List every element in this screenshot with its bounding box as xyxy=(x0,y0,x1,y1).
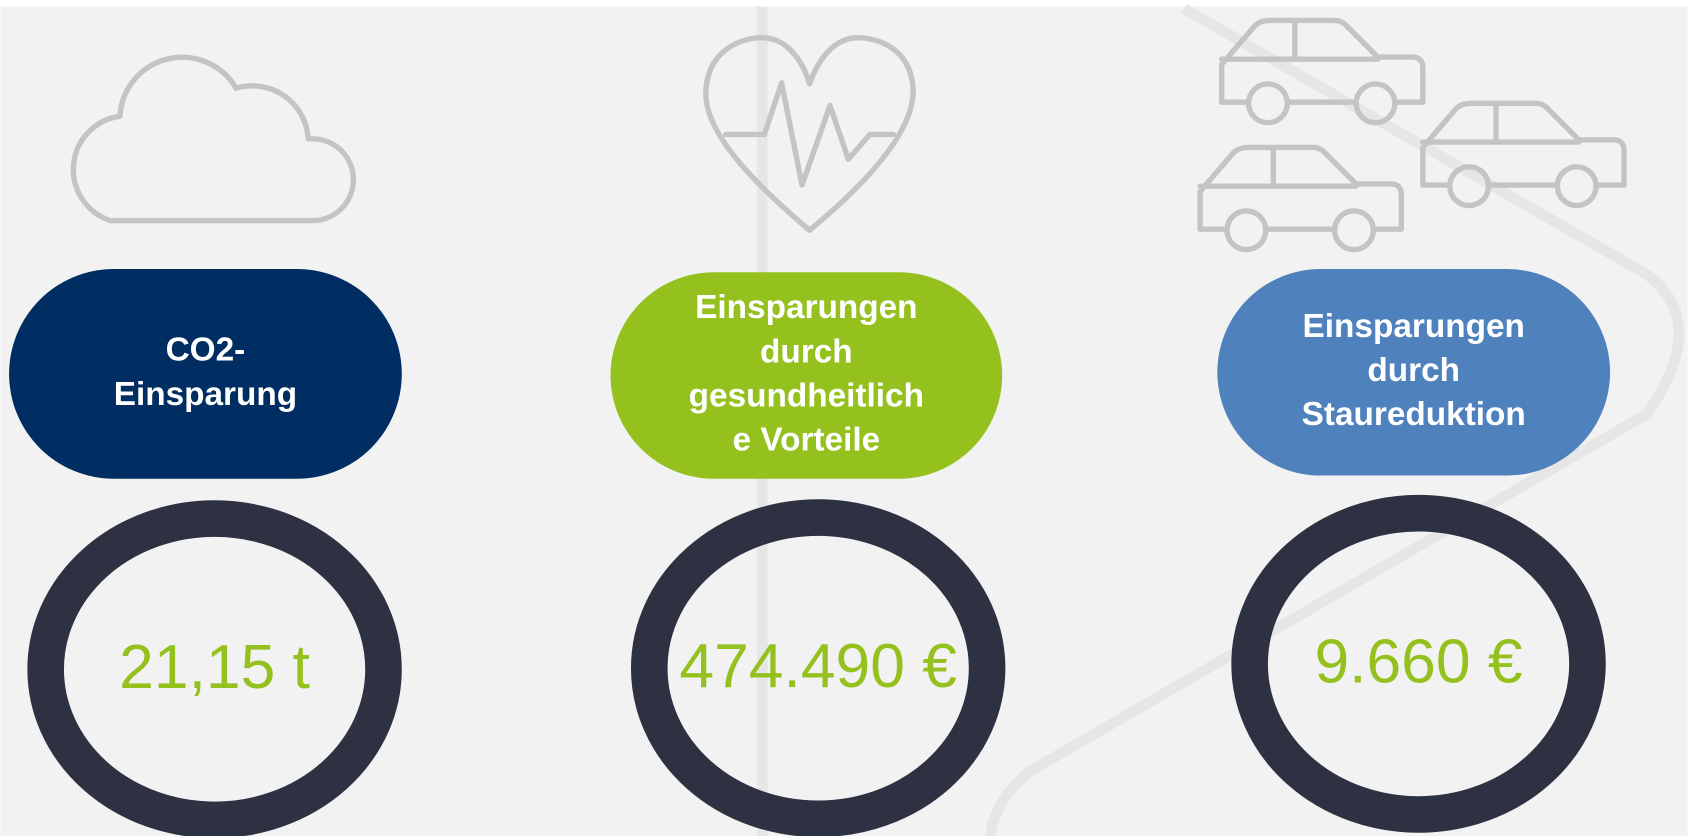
label-line: gesundheitlich xyxy=(689,377,924,414)
cars-icon xyxy=(1200,17,1624,249)
value-ring xyxy=(27,500,402,836)
value: 9.660 € xyxy=(1314,627,1522,696)
label-line: Einsparungen xyxy=(695,289,917,326)
heart-icon xyxy=(703,34,916,233)
label-line: CO2- xyxy=(166,332,246,369)
label-pill xyxy=(9,268,402,479)
label-line: durch xyxy=(760,333,853,370)
label-line: Einsparung xyxy=(114,376,297,413)
value: 474.490 € xyxy=(679,632,957,701)
label-line: Einsparungen xyxy=(1303,308,1525,345)
label-line: durch xyxy=(1367,352,1460,389)
value-ring xyxy=(631,499,1006,836)
label-pill xyxy=(610,272,1003,479)
label-line: e Vorteile xyxy=(733,421,881,458)
value-ring xyxy=(1231,494,1606,833)
label-line: Staureduktion xyxy=(1302,396,1526,433)
value: 21,15 t xyxy=(119,633,310,702)
label-pill xyxy=(1217,268,1611,476)
cloud-icon xyxy=(70,54,356,224)
